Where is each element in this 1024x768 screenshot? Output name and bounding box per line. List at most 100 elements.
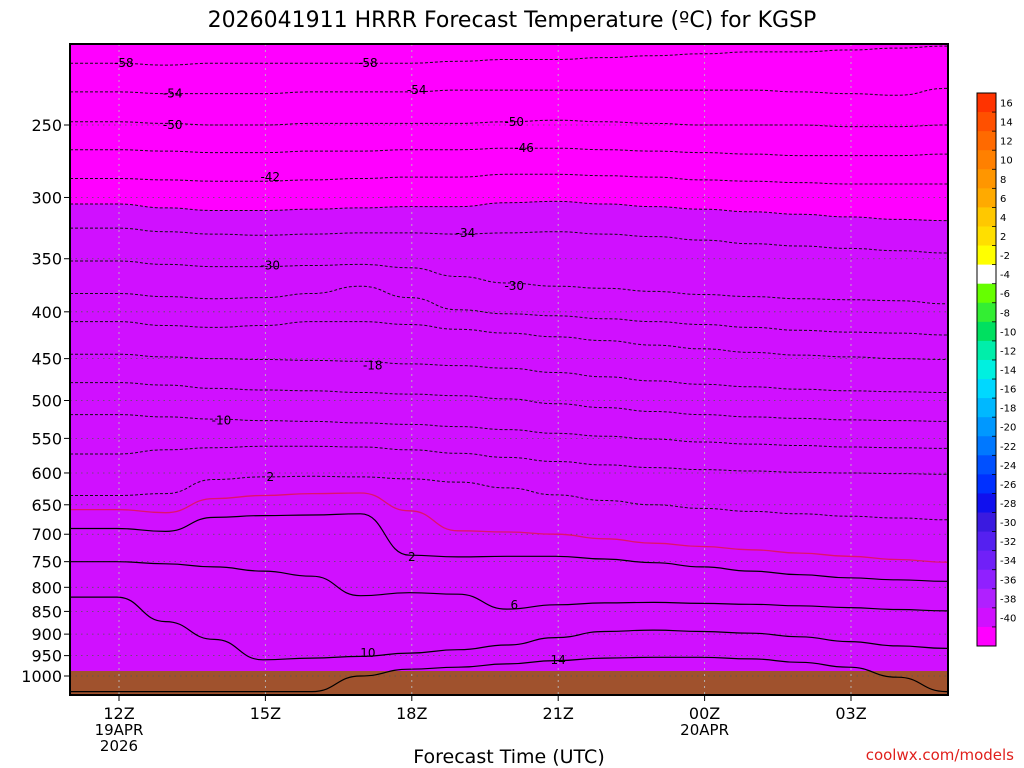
colorbar-label: 2 xyxy=(1000,232,1006,243)
freezing-line xyxy=(70,492,948,563)
colorbar-swatch xyxy=(977,302,996,323)
colorbar-label: -6 xyxy=(1000,289,1010,300)
y-tick-label: 600 xyxy=(31,464,62,483)
colorbar-label: -26 xyxy=(1000,480,1016,491)
colorbar-label: -20 xyxy=(1000,423,1016,434)
isotherm-line-solid xyxy=(70,513,948,582)
colorbar-swatch xyxy=(977,188,996,208)
contour-label: 6 xyxy=(510,598,518,612)
y-tick-label: 750 xyxy=(31,553,62,572)
x-tick-label: 00Z xyxy=(689,704,720,723)
contour-label: -50 xyxy=(504,115,524,129)
colorbar-swatch xyxy=(977,169,996,189)
colorbar-label: -10 xyxy=(1000,327,1016,338)
y-tick-label: 950 xyxy=(31,647,62,666)
colorbar-label: -16 xyxy=(1000,385,1016,396)
colorbar-label: 8 xyxy=(1000,175,1006,186)
contour-label: -58 xyxy=(114,56,134,70)
colorbar-label: -24 xyxy=(1000,461,1016,472)
y-tick-label: 250 xyxy=(31,116,62,135)
x-tick-date-label: 19APR xyxy=(95,721,144,739)
colorbar-label: -12 xyxy=(1000,346,1016,357)
colorbar-swatch xyxy=(977,131,996,151)
isotherm-line xyxy=(70,353,948,393)
contour-label: -30 xyxy=(504,279,524,293)
colorbar-swatch xyxy=(977,321,996,342)
colorbar-swatch xyxy=(977,607,996,628)
y-tick-label: 550 xyxy=(31,429,62,448)
isotherm-line-solid xyxy=(70,656,948,693)
colorbar-swatch xyxy=(977,569,996,590)
colorbar-label: 12 xyxy=(1000,137,1013,148)
colorbar-swatch xyxy=(977,150,996,170)
y-tick-label: 650 xyxy=(31,496,62,515)
y-tick-label: 300 xyxy=(31,188,62,207)
colorbar-swatch xyxy=(977,359,996,380)
colorbar-label: -32 xyxy=(1000,537,1016,548)
contour-label: -54 xyxy=(163,87,183,101)
y-tick-label: 500 xyxy=(31,392,62,411)
colorbar-swatch xyxy=(977,455,996,475)
contour-label: -18 xyxy=(363,359,383,373)
y-tick-label: 700 xyxy=(31,525,62,544)
colorbar-swatch xyxy=(977,550,996,571)
contour-label: -54 xyxy=(407,83,427,97)
x-tick-label: 21Z xyxy=(543,704,574,723)
isotherm-line xyxy=(70,475,948,521)
x-axis-title: Forecast Time (UTC) xyxy=(413,746,604,768)
colorbar-label: 6 xyxy=(1000,194,1006,205)
colorbar-swatch xyxy=(977,379,996,399)
x-tick-date-label: 20APR xyxy=(680,721,729,739)
y-tick-label: 800 xyxy=(31,578,62,597)
colorbar-swatch xyxy=(977,245,996,266)
isotherm-line xyxy=(70,119,948,128)
colorbar-label: -4 xyxy=(1000,270,1010,281)
colorbar-swatch xyxy=(977,588,996,609)
isotherm-line xyxy=(70,147,948,157)
contour-labels: -58 -58 -54 -54 -50 -50 -46 -42 -34 -30 -30 -18 -10 2… xyxy=(114,56,566,667)
colorbar-swatch xyxy=(977,398,996,418)
colorbar-swatch xyxy=(977,626,996,647)
colorbar-label: 10 xyxy=(1000,156,1013,167)
colorbar-swatch xyxy=(977,417,996,437)
contour-label: -42 xyxy=(260,170,280,184)
isotherm-lines xyxy=(70,45,948,693)
colorbar-swatch xyxy=(977,283,996,304)
temperature-fill-layers xyxy=(70,201,948,695)
isotherm-line-solid xyxy=(70,596,948,661)
chart-title: 2026041911 HRRR Forecast Temperature (ºC… xyxy=(208,8,817,33)
colorbar-swatch xyxy=(977,531,996,552)
colorbar-label: -30 xyxy=(1000,518,1016,529)
contour-label: -58 xyxy=(358,56,378,70)
x-tick-label: 18Z xyxy=(396,704,427,723)
y-axis: 250 300 350 400 450 500 550 600 650 700 750 800 850 9… xyxy=(21,116,70,686)
colorbar-label: -36 xyxy=(1000,575,1016,586)
colorbar-label: -8 xyxy=(1000,308,1010,319)
contour-label: -34 xyxy=(456,226,476,240)
colorbar-swatch xyxy=(977,112,996,132)
y-tick-label: 1000 xyxy=(21,667,62,686)
colorbar-label: 16 xyxy=(1000,99,1013,110)
colorbar-swatch xyxy=(977,207,996,227)
isotherm-line xyxy=(70,45,948,66)
isotherm-line xyxy=(70,227,948,254)
colorbar-label: 4 xyxy=(1000,213,1006,224)
x-tick-label: 15Z xyxy=(250,704,281,723)
isotherm-line xyxy=(70,260,948,305)
isotherm-line xyxy=(70,285,948,336)
y-tick-label: 400 xyxy=(31,303,62,322)
colorbar-label: -2 xyxy=(1000,251,1010,262)
isotherm-line xyxy=(70,200,948,222)
y-tick-label: 350 xyxy=(31,250,62,269)
contour-label: 14 xyxy=(551,653,566,667)
plot-frame xyxy=(69,43,949,696)
colorbar-label: -38 xyxy=(1000,594,1016,605)
colorbar-swatch xyxy=(977,436,996,456)
isotherm-line xyxy=(70,445,948,475)
isotherm-line xyxy=(70,321,948,361)
contour-label: -10 xyxy=(212,414,232,428)
colorbar-swatch xyxy=(977,93,996,113)
colorbar-swatch xyxy=(977,493,996,513)
